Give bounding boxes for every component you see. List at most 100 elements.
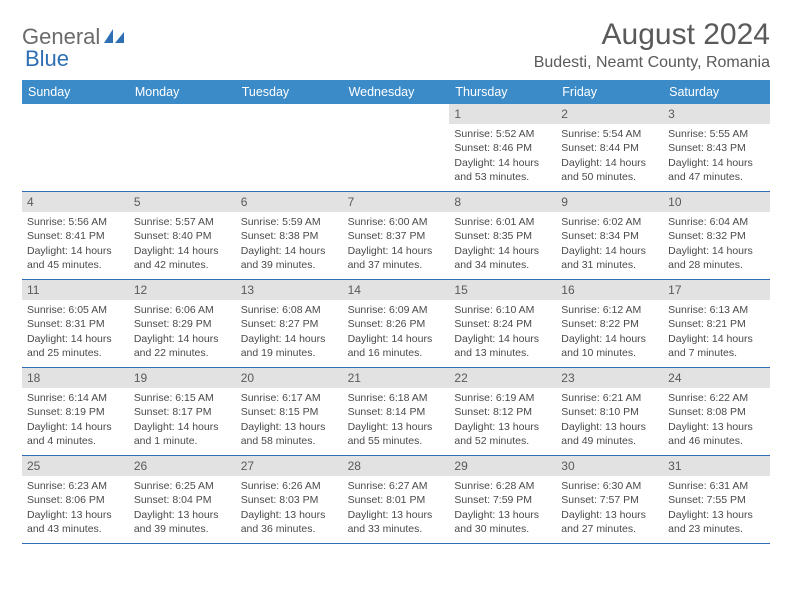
daylight-text: Daylight: 14 hours [134, 420, 231, 434]
day-number: 17 [663, 280, 770, 300]
sunset-text: Sunset: 8:41 PM [27, 229, 124, 243]
day-number [22, 104, 129, 108]
calendar-cell: 18Sunrise: 6:14 AMSunset: 8:19 PMDayligh… [22, 368, 129, 456]
sunset-text: Sunset: 8:32 PM [668, 229, 765, 243]
weekday-label: Wednesday [343, 80, 450, 104]
calendar-cell: 6Sunrise: 5:59 AMSunset: 8:38 PMDaylight… [236, 192, 343, 280]
daylight-text: Daylight: 14 hours [454, 332, 551, 346]
day-number: 10 [663, 192, 770, 212]
header: General August 2024 Budesti, Neamt Count… [22, 18, 770, 72]
weekday-label: Saturday [663, 80, 770, 104]
day-number: 28 [343, 456, 450, 476]
calendar-cell: 21Sunrise: 6:18 AMSunset: 8:14 PMDayligh… [343, 368, 450, 456]
calendar-cell: 26Sunrise: 6:25 AMSunset: 8:04 PMDayligh… [129, 456, 236, 544]
calendar-cell: 23Sunrise: 6:21 AMSunset: 8:10 PMDayligh… [556, 368, 663, 456]
calendar-cell: 7Sunrise: 6:00 AMSunset: 8:37 PMDaylight… [343, 192, 450, 280]
sunset-text: Sunset: 8:43 PM [668, 141, 765, 155]
calendar-weekday-header: Sunday Monday Tuesday Wednesday Thursday… [22, 80, 770, 104]
brand-part2: Blue [25, 46, 69, 71]
daylight-text: and 1 minute. [134, 434, 231, 448]
calendar-cell: 27Sunrise: 6:26 AMSunset: 8:03 PMDayligh… [236, 456, 343, 544]
sunrise-text: Sunrise: 6:22 AM [668, 391, 765, 405]
sunrise-text: Sunrise: 6:30 AM [561, 479, 658, 493]
day-number: 7 [343, 192, 450, 212]
daylight-text: and 58 minutes. [241, 434, 338, 448]
daylight-text: and 37 minutes. [348, 258, 445, 272]
calendar-cell [22, 104, 129, 192]
day-number: 26 [129, 456, 236, 476]
daylight-text: Daylight: 14 hours [561, 156, 658, 170]
day-number: 6 [236, 192, 343, 212]
sunset-text: Sunset: 8:10 PM [561, 405, 658, 419]
sunset-text: Sunset: 8:24 PM [454, 317, 551, 331]
calendar-cell: 1Sunrise: 5:52 AMSunset: 8:46 PMDaylight… [449, 104, 556, 192]
calendar-body: 1Sunrise: 5:52 AMSunset: 8:46 PMDaylight… [22, 104, 770, 544]
sunrise-text: Sunrise: 6:25 AM [134, 479, 231, 493]
brand-part2-wrap: Blue [27, 46, 69, 72]
sunrise-text: Sunrise: 6:27 AM [348, 479, 445, 493]
daylight-text: and 13 minutes. [454, 346, 551, 360]
sunrise-text: Sunrise: 6:14 AM [27, 391, 124, 405]
sunset-text: Sunset: 8:46 PM [454, 141, 551, 155]
sunrise-text: Sunrise: 6:08 AM [241, 303, 338, 317]
calendar-cell: 29Sunrise: 6:28 AMSunset: 7:59 PMDayligh… [449, 456, 556, 544]
calendar-cell: 19Sunrise: 6:15 AMSunset: 8:17 PMDayligh… [129, 368, 236, 456]
daylight-text: and 16 minutes. [348, 346, 445, 360]
day-number: 18 [22, 368, 129, 388]
calendar-cell: 28Sunrise: 6:27 AMSunset: 8:01 PMDayligh… [343, 456, 450, 544]
daylight-text: Daylight: 13 hours [241, 420, 338, 434]
calendar: Sunday Monday Tuesday Wednesday Thursday… [22, 80, 770, 544]
daylight-text: and 19 minutes. [241, 346, 338, 360]
calendar-cell: 10 Sunrise: 6:04 AMSunset: 8:32 PMDayligh… [663, 192, 770, 280]
day-number: 21 [343, 368, 450, 388]
calendar-cell: 8Sunrise: 6:01 AMSunset: 8:35 PMDaylight… [449, 192, 556, 280]
month-title: August 2024 [534, 18, 770, 52]
daylight-text: and 39 minutes. [241, 258, 338, 272]
sail-icon [104, 29, 124, 45]
sunset-text: Sunset: 8:14 PM [348, 405, 445, 419]
calendar-cell: 9Sunrise: 6:02 AMSunset: 8:34 PMDaylight… [556, 192, 663, 280]
sunset-text: Sunset: 8:21 PM [668, 317, 765, 331]
daylight-text: and 52 minutes. [454, 434, 551, 448]
daylight-text: Daylight: 13 hours [134, 508, 231, 522]
day-number: 11 [22, 280, 129, 300]
daylight-text: and 49 minutes. [561, 434, 658, 448]
sunrise-text: Sunrise: 6:09 AM [348, 303, 445, 317]
sunrise-text: Sunrise: 6:00 AM [348, 215, 445, 229]
sunrise-text: Sunrise: 6:19 AM [454, 391, 551, 405]
calendar-page: General August 2024 Budesti, Neamt Count… [0, 0, 792, 566]
daylight-text: Daylight: 14 hours [454, 244, 551, 258]
daylight-text: Daylight: 14 hours [134, 244, 231, 258]
sunrise-text: Sunrise: 6:04 AM [668, 215, 765, 229]
daylight-text: Daylight: 13 hours [27, 508, 124, 522]
daylight-text: Daylight: 14 hours [561, 332, 658, 346]
daylight-text: Daylight: 13 hours [561, 420, 658, 434]
day-number: 3 [663, 104, 770, 124]
sunset-text: Sunset: 8:19 PM [27, 405, 124, 419]
day-number [236, 104, 343, 108]
calendar-cell: 14Sunrise: 6:09 AMSunset: 8:26 PMDayligh… [343, 280, 450, 368]
sunrise-text: Sunrise: 6:26 AM [241, 479, 338, 493]
sunset-text: Sunset: 8:44 PM [561, 141, 658, 155]
daylight-text: Daylight: 14 hours [668, 244, 765, 258]
daylight-text: and 7 minutes. [668, 346, 765, 360]
calendar-cell: 25Sunrise: 6:23 AMSunset: 8:06 PMDayligh… [22, 456, 129, 544]
calendar-cell: 17Sunrise: 6:13 AMSunset: 8:21 PMDayligh… [663, 280, 770, 368]
sunset-text: Sunset: 8:35 PM [454, 229, 551, 243]
calendar-cell: 16Sunrise: 6:12 AMSunset: 8:22 PMDayligh… [556, 280, 663, 368]
daylight-text: Daylight: 14 hours [27, 332, 124, 346]
sunset-text: Sunset: 8:08 PM [668, 405, 765, 419]
daylight-text: Daylight: 14 hours [241, 332, 338, 346]
daylight-text: Daylight: 13 hours [668, 420, 765, 434]
sunrise-text: Sunrise: 6:02 AM [561, 215, 658, 229]
daylight-text: and 31 minutes. [561, 258, 658, 272]
sunrise-text: Sunrise: 6:23 AM [27, 479, 124, 493]
daylight-text: and 10 minutes. [561, 346, 658, 360]
calendar-cell: 13Sunrise: 6:08 AMSunset: 8:27 PMDayligh… [236, 280, 343, 368]
sunrise-text: Sunrise: 5:56 AM [27, 215, 124, 229]
calendar-cell: 20Sunrise: 6:17 AMSunset: 8:15 PMDayligh… [236, 368, 343, 456]
calendar-cell: 15Sunrise: 6:10 AMSunset: 8:24 PMDayligh… [449, 280, 556, 368]
weekday-label: Thursday [449, 80, 556, 104]
calendar-cell [129, 104, 236, 192]
day-number: 19 [129, 368, 236, 388]
